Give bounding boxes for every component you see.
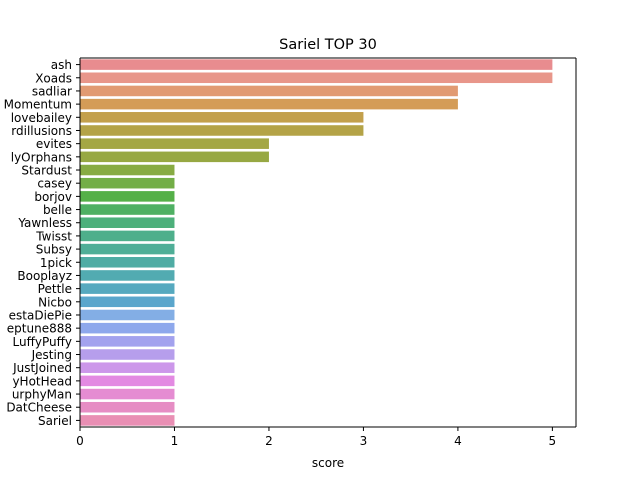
y-tick-label: evites bbox=[36, 137, 72, 151]
bar bbox=[80, 72, 553, 84]
bar bbox=[80, 256, 175, 268]
bar bbox=[80, 322, 175, 334]
y-tick-label: Xoads bbox=[35, 71, 72, 85]
bar bbox=[80, 296, 175, 308]
y-tick-label: Sariel bbox=[38, 414, 72, 428]
y-tick-label: Momentum bbox=[4, 98, 72, 112]
y-tick-label: Twisst bbox=[35, 229, 72, 243]
bar bbox=[80, 217, 175, 229]
bar bbox=[80, 151, 269, 163]
y-tick-label: yHotHead bbox=[12, 374, 72, 388]
y-tick-labels: ashXoadssadliarMomentumlovebaileyrdillus… bbox=[4, 58, 80, 428]
x-tick-label: 3 bbox=[360, 434, 368, 448]
bar bbox=[80, 164, 175, 176]
bar bbox=[80, 204, 175, 215]
y-tick-label: ash bbox=[51, 58, 72, 72]
y-tick-label: rdillusions bbox=[11, 124, 72, 138]
y-tick-label: casey bbox=[37, 177, 72, 191]
y-tick-label: urphyMan bbox=[12, 388, 72, 402]
y-tick-label: LuffyPuffy bbox=[13, 335, 72, 349]
y-tick-label: Yawnless bbox=[17, 216, 72, 230]
bar bbox=[80, 336, 175, 347]
bar bbox=[80, 349, 175, 360]
x-axis-title: score bbox=[312, 456, 344, 470]
bar bbox=[80, 177, 175, 189]
y-tick-label: lovebailey bbox=[11, 111, 72, 125]
y-tick-label: DatCheese bbox=[6, 401, 72, 415]
y-tick-label: Stardust bbox=[21, 164, 72, 178]
bar bbox=[80, 85, 458, 97]
y-tick-label: belle bbox=[43, 203, 72, 217]
y-tick-label: Pettle bbox=[38, 282, 72, 296]
x-tick-label: 5 bbox=[549, 434, 557, 448]
bar bbox=[80, 59, 553, 70]
y-tick-label: Booplayz bbox=[17, 269, 72, 283]
bar bbox=[80, 243, 175, 255]
y-tick-label: 1pick bbox=[40, 256, 72, 270]
bar bbox=[80, 309, 175, 321]
y-tick-label: sadliar bbox=[32, 84, 72, 98]
chart-title: Sariel TOP 30 bbox=[279, 37, 377, 53]
bar bbox=[80, 362, 175, 373]
bar bbox=[80, 270, 175, 281]
bar bbox=[80, 388, 175, 400]
y-tick-label: Subsy bbox=[36, 243, 72, 257]
y-tick-label: lyOrphans bbox=[11, 150, 72, 164]
bar bbox=[80, 112, 364, 123]
bar bbox=[80, 415, 175, 426]
bar bbox=[80, 401, 175, 413]
x-ticks: 0 1 2 3 4 5 bbox=[76, 427, 556, 448]
x-tick-label: 1 bbox=[171, 434, 179, 448]
x-tick-label: 2 bbox=[265, 434, 273, 448]
bar bbox=[80, 125, 364, 136]
x-tick-label: 4 bbox=[454, 434, 462, 448]
bar bbox=[80, 283, 175, 294]
x-tick-label: 0 bbox=[76, 434, 84, 448]
y-tick-label: borjov bbox=[34, 190, 72, 204]
bars-group bbox=[80, 59, 553, 426]
bar bbox=[80, 191, 175, 202]
bar bbox=[80, 98, 458, 110]
y-tick-label: JustJoined bbox=[12, 361, 72, 375]
y-tick-label: estaDiePie bbox=[9, 308, 72, 322]
bar bbox=[80, 375, 175, 387]
bar bbox=[80, 138, 269, 149]
y-tick-label: Nicbo bbox=[38, 295, 72, 309]
y-tick-label: Jesting bbox=[31, 348, 72, 362]
y-tick-label: eptune888 bbox=[7, 322, 72, 336]
bar bbox=[80, 230, 175, 242]
